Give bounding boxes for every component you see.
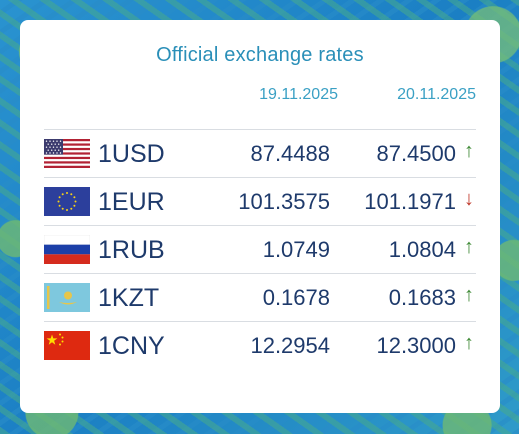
cn-flag-icon: [44, 331, 90, 360]
currency-code: 1EUR: [98, 188, 165, 216]
trend-up-icon: ↑: [464, 236, 474, 258]
rates-list: 1USD 87.4488 87.4500 ↑ 1EUR 101.3575 101…: [44, 129, 476, 369]
currency-code: 1USD: [98, 140, 165, 168]
rate-current: 0.1683: [388, 285, 456, 310]
date-previous: 19.11.2025: [259, 86, 338, 103]
us-flag-icon: [44, 139, 90, 168]
rate-previous: 1.0749: [262, 237, 330, 262]
card-title: Official exchange rates: [156, 44, 364, 66]
rate-row-eur: 1EUR 101.3575 101.1971 ↓: [44, 177, 476, 225]
rate-previous: 0.1678: [262, 285, 330, 310]
date-current: 20.11.2025: [397, 86, 476, 103]
rate-current: 101.1971: [364, 189, 456, 214]
currency-code: 1KZT: [98, 284, 160, 312]
rate-previous: 12.2954: [250, 333, 330, 358]
trend-up-icon: ↑: [464, 140, 474, 162]
eu-flag-icon: [44, 187, 90, 216]
rate-row-rub: 1RUB 1.0749 1.0804 ↑: [44, 225, 476, 273]
rate-current: 12.3000: [376, 333, 456, 358]
rate-previous: 101.3575: [238, 189, 330, 214]
rate-row-cny: 1CNY 12.2954 12.3000 ↑: [44, 321, 476, 369]
rate-current: 1.0804: [388, 237, 456, 262]
rate-current: 87.4500: [376, 141, 456, 166]
trend-up-icon: ↑: [464, 284, 474, 306]
currency-code: 1RUB: [98, 236, 165, 264]
rate-row-usd: 1USD 87.4488 87.4500 ↑: [44, 129, 476, 177]
ru-flag-icon: [44, 235, 90, 264]
trend-up-icon: ↑: [464, 332, 474, 354]
kz-flag-icon: [44, 283, 90, 312]
trend-down-icon: ↓: [464, 188, 474, 210]
currency-code: 1CNY: [98, 332, 165, 360]
rate-previous: 87.4488: [250, 141, 330, 166]
rate-row-kzt: 1KZT 0.1678 0.1683 ↑: [44, 273, 476, 321]
exchange-rates-card: Official exchange rates 19.11.2025 20.11…: [20, 20, 500, 413]
